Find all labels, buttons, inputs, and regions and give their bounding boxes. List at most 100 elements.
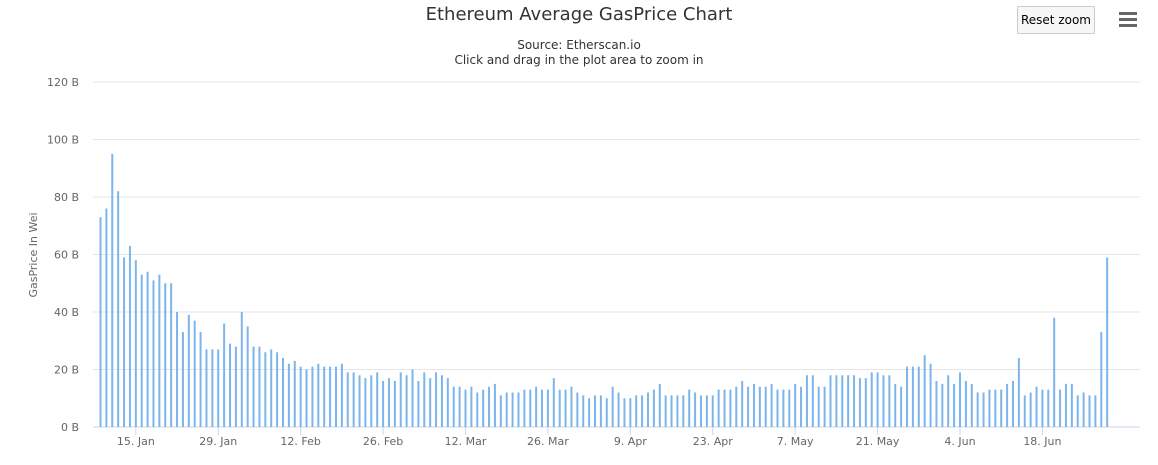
bar[interactable] [364,378,367,428]
bar[interactable] [158,274,161,428]
bar[interactable] [270,349,273,428]
bar[interactable] [123,257,126,428]
bar[interactable] [552,378,555,428]
bar[interactable] [382,381,385,427]
bar[interactable] [864,378,867,428]
bar[interactable] [352,372,355,428]
bar[interactable] [776,389,779,428]
bar[interactable] [829,375,832,427]
bar[interactable] [358,375,361,427]
bar[interactable] [446,378,449,428]
bar[interactable] [423,372,426,428]
bar[interactable] [234,346,237,428]
bar[interactable] [152,280,155,428]
bar[interactable] [1017,358,1020,427]
bar[interactable] [329,366,332,428]
bar[interactable] [906,366,909,428]
bar[interactable] [582,395,585,428]
bar[interactable] [523,389,526,428]
bar[interactable] [629,398,632,427]
bar[interactable] [1070,383,1073,428]
bar[interactable] [1011,381,1014,427]
bar[interactable] [181,332,184,428]
bar[interactable] [535,386,538,427]
bar[interactable] [223,323,226,428]
bar[interactable] [594,395,597,428]
bar[interactable] [258,346,261,428]
bar[interactable] [841,375,844,427]
bar[interactable] [317,363,320,427]
bar[interactable] [1047,389,1050,428]
bar[interactable] [323,366,326,428]
bar[interactable] [646,392,649,428]
bar[interactable] [541,389,544,428]
bars-series[interactable] [99,153,1109,428]
bar[interactable] [311,366,314,428]
bar[interactable] [246,326,249,428]
bar[interactable] [511,392,514,428]
bar[interactable] [959,372,961,428]
bar[interactable] [658,383,661,428]
bar[interactable] [641,395,644,428]
bar[interactable] [293,360,296,428]
bar[interactable] [282,358,284,427]
bar[interactable] [229,343,232,428]
bar[interactable] [676,395,679,428]
bar[interactable] [923,355,926,428]
bar[interactable] [111,153,114,428]
bar[interactable] [546,389,549,428]
bar[interactable] [717,389,720,428]
bar[interactable] [847,375,850,427]
bar[interactable] [211,349,214,428]
bar[interactable] [1059,389,1062,428]
bar[interactable] [393,381,396,427]
bar[interactable] [699,395,702,428]
bar[interactable] [723,389,726,428]
bar[interactable] [470,386,473,427]
bar[interactable] [900,386,903,427]
bar[interactable] [340,363,343,427]
bar[interactable] [252,346,255,428]
bar[interactable] [399,372,402,428]
bar[interactable] [635,395,638,428]
bar[interactable] [817,386,820,427]
bar[interactable] [888,375,891,427]
bar[interactable] [917,366,920,428]
bar[interactable] [170,283,173,427]
bar[interactable] [193,320,196,428]
bar[interactable] [929,363,932,427]
bar[interactable] [876,372,879,428]
bar[interactable] [1006,383,1009,428]
bar[interactable] [800,386,803,427]
bar[interactable] [1064,383,1067,428]
bar[interactable] [205,349,208,428]
bar[interactable] [794,383,797,428]
bar[interactable] [146,271,149,427]
bar[interactable] [128,245,131,428]
bar[interactable] [788,389,791,428]
bar[interactable] [435,372,438,428]
bar[interactable] [370,375,373,427]
bar[interactable] [894,383,897,428]
bar[interactable] [688,389,691,428]
bar[interactable] [652,389,655,428]
bar[interactable] [741,381,744,427]
bar[interactable] [605,398,608,427]
bar[interactable] [782,389,785,428]
bar[interactable] [99,217,102,427]
bar[interactable] [334,366,337,428]
bar[interactable] [994,389,997,428]
bar[interactable] [970,383,973,428]
bar[interactable] [1023,395,1026,428]
bar[interactable] [1082,392,1085,428]
bar[interactable] [452,386,455,427]
bar[interactable] [1000,389,1003,428]
bar[interactable] [276,352,279,427]
bar[interactable] [599,395,602,428]
bar[interactable] [305,369,308,428]
bar[interactable] [499,395,502,428]
bar[interactable] [670,395,673,428]
bar[interactable] [964,381,967,427]
bar[interactable] [988,389,991,428]
bar[interactable] [464,389,467,428]
